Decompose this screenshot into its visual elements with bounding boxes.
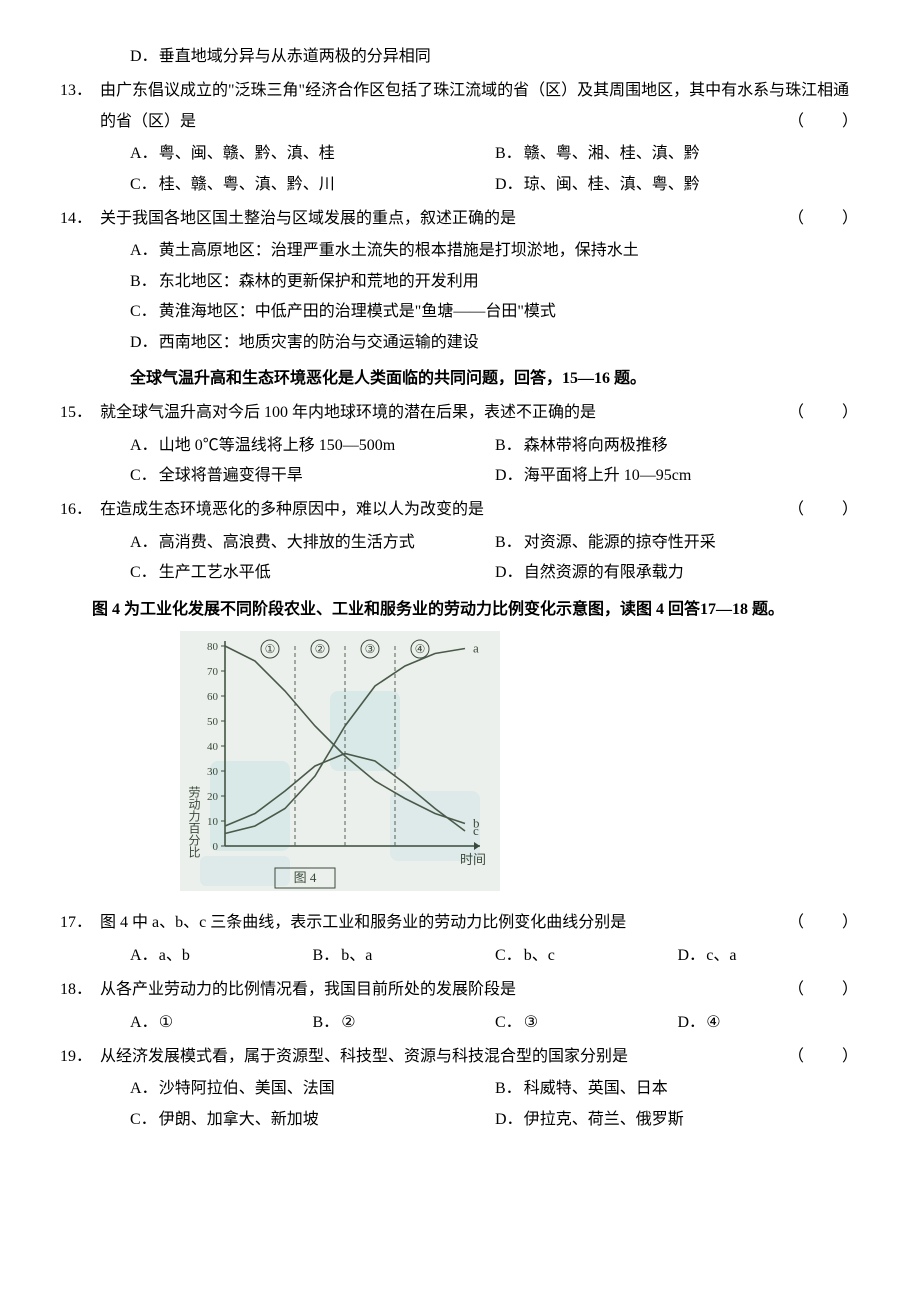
- svg-text:50: 50: [207, 716, 219, 728]
- option-a: A．高消费、高浪费、大排放的生活方式: [130, 528, 495, 558]
- option-c: C．全球将普遍变得干旱: [130, 461, 495, 491]
- question-stem: 从各产业劳动力的比例情况看，我国目前所处的发展阶段是（ ）: [100, 975, 860, 1005]
- svg-text:70: 70: [207, 666, 219, 678]
- option-c: C．黄淮海地区：中低产田的治理模式是"鱼塘——台田"模式: [130, 297, 860, 327]
- context-15-16: 全球气温升高和生态环境恶化是人类面临的共同问题，回答，15—16 题。: [130, 364, 860, 394]
- svg-text:图 4: 图 4: [294, 870, 317, 885]
- option-c: C．b、c: [495, 941, 678, 971]
- svg-text:40: 40: [207, 741, 219, 753]
- option-b: B．科威特、英国、日本: [495, 1074, 860, 1104]
- question-13: 13． 由广东倡议成立的"泛珠三角"经济合作区包括了珠江流域的省（区）及其周围地…: [60, 76, 860, 200]
- svg-text:10: 10: [207, 816, 219, 828]
- option-c: C．③: [495, 1008, 678, 1038]
- option-c: C．生产工艺水平低: [130, 558, 495, 588]
- option-b: B．②: [313, 1008, 496, 1038]
- option-text: 垂直地域分异与从赤道两极的分异相同: [159, 48, 431, 65]
- answer-blank: （ ）: [788, 495, 860, 525]
- figure-4: 01020304050607080①②③④abc时间劳动力百分比图 4: [180, 631, 860, 902]
- svg-text:80: 80: [207, 641, 219, 653]
- answer-blank: （ ）: [788, 908, 860, 938]
- q12-option-d: D．垂直地域分异与从赤道两极的分异相同: [130, 42, 860, 72]
- question-stem: 在造成生态环境恶化的多种原因中，难以人为改变的是（ ）: [100, 495, 860, 525]
- svg-text:a: a: [473, 641, 479, 656]
- question-number: 16．: [60, 495, 100, 525]
- question-stem: 关于我国各地区国土整治与区域发展的重点，叙述正确的是（ ）: [100, 204, 860, 234]
- option-c: C．伊朗、加拿大、新加坡: [130, 1105, 495, 1135]
- option-d: D．④: [678, 1008, 861, 1038]
- option-a: A．粤、闽、赣、黔、滇、桂: [130, 139, 495, 169]
- option-d: D．伊拉克、荷兰、俄罗斯: [495, 1105, 860, 1135]
- svg-text:c: c: [473, 823, 479, 838]
- question-number: 18．: [60, 975, 100, 1005]
- option-b: B．东北地区：森林的更新保护和荒地的开发利用: [130, 267, 860, 297]
- svg-text:60: 60: [207, 691, 219, 703]
- svg-text:30: 30: [207, 766, 219, 778]
- question-number: 14．: [60, 204, 100, 234]
- question-18: 18． 从各产业劳动力的比例情况看，我国目前所处的发展阶段是（ ） A．① B．…: [60, 975, 860, 1038]
- question-stem: 图 4 中 a、b、c 三条曲线，表示工业和服务业的劳动力比例变化曲线分别是（ …: [100, 908, 860, 938]
- answer-blank: （ ）: [788, 1042, 860, 1072]
- question-15: 15． 就全球气温升高对今后 100 年内地球环境的潜在后果，表述不正确的是（ …: [60, 398, 860, 491]
- question-number: 15．: [60, 398, 100, 428]
- question-number: 13．: [60, 76, 100, 137]
- answer-blank: （ ）: [788, 975, 860, 1005]
- option-d: D．c、a: [678, 941, 861, 971]
- answer-blank: （ ）: [788, 107, 860, 137]
- option-b: B．赣、粤、湘、桂、滇、黔: [495, 139, 860, 169]
- question-14: 14． 关于我国各地区国土整治与区域发展的重点，叙述正确的是（ ） A．黄土高原…: [60, 204, 860, 358]
- option-b: B．b、a: [313, 941, 496, 971]
- svg-text:0: 0: [213, 841, 219, 853]
- option-label-d: D．: [130, 42, 159, 72]
- answer-blank: （ ）: [788, 398, 860, 428]
- svg-text:③: ③: [365, 642, 376, 656]
- option-d: D．西南地区：地质灾害的防治与交通运输的建设: [130, 328, 860, 358]
- option-a: A．沙特阿拉伯、美国、法国: [130, 1074, 495, 1104]
- question-stem: 从经济发展模式看，属于资源型、科技型、资源与科技混合型的国家分别是（ ）: [100, 1042, 860, 1072]
- svg-text:劳动力百分比: 劳动力百分比: [187, 786, 201, 859]
- question-17: 17． 图 4 中 a、b、c 三条曲线，表示工业和服务业的劳动力比例变化曲线分…: [60, 908, 860, 971]
- svg-text:20: 20: [207, 791, 219, 803]
- option-d: D．自然资源的有限承载力: [495, 558, 860, 588]
- question-number: 19．: [60, 1042, 100, 1072]
- question-stem: 就全球气温升高对今后 100 年内地球环境的潜在后果，表述不正确的是（ ）: [100, 398, 860, 428]
- question-number: 17．: [60, 908, 100, 938]
- option-c: C．桂、赣、粤、滇、黔、川: [130, 170, 495, 200]
- svg-text:④: ④: [415, 642, 426, 656]
- context-17-18: 图 4 为工业化发展不同阶段农业、工业和服务业的劳动力比例变化示意图，读图 4 …: [60, 595, 860, 625]
- option-b: B．森林带将向两极推移: [495, 431, 860, 461]
- svg-text:②: ②: [315, 642, 326, 656]
- svg-text:①: ①: [265, 642, 276, 656]
- option-a: A．①: [130, 1008, 313, 1038]
- question-stem: 由广东倡议成立的"泛珠三角"经济合作区包括了珠江流域的省（区）及其周围地区，其中…: [100, 76, 860, 137]
- option-a: A．a、b: [130, 941, 313, 971]
- option-b: B．对资源、能源的掠夺性开采: [495, 528, 860, 558]
- option-d: D．海平面将上升 10—95cm: [495, 461, 860, 491]
- svg-text:时间: 时间: [460, 852, 486, 867]
- question-19: 19． 从经济发展模式看，属于资源型、科技型、资源与科技混合型的国家分别是（ ）…: [60, 1042, 860, 1135]
- option-a: A．山地 0℃等温线将上移 150—500m: [130, 431, 495, 461]
- option-a: A．黄土高原地区：治理严重水土流失的根本措施是打坝淤地，保持水土: [130, 236, 860, 266]
- labor-ratio-chart: 01020304050607080①②③④abc时间劳动力百分比图 4: [180, 631, 500, 891]
- question-16: 16． 在造成生态环境恶化的多种原因中，难以人为改变的是（ ） A．高消费、高浪…: [60, 495, 860, 588]
- answer-blank: （ ）: [788, 204, 860, 234]
- option-d: D．琼、闽、桂、滇、粤、黔: [495, 170, 860, 200]
